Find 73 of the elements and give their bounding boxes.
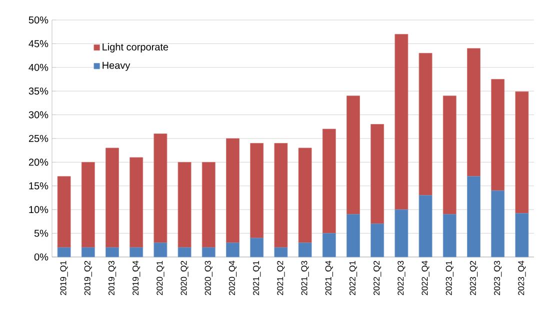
bar [394,209,408,258]
x-tick-label: 2022_Q1 [349,260,358,296]
bar [274,247,288,258]
x-tick-label: 2022_Q3 [398,260,406,296]
y-tick-label: 40% [28,64,48,71]
bar [130,157,144,248]
bar [154,134,168,243]
bar [202,162,216,248]
bar [515,213,529,258]
bar [370,124,384,224]
y-tick-label: 0% [34,253,48,261]
bar [298,242,312,258]
x-tick-label: 2020_Q2 [180,260,188,296]
y-tick-label: 20% [28,158,48,166]
bar [515,91,529,214]
x-tick-label: 2022_Q2 [374,260,382,296]
bar [346,96,360,215]
x-tick-label: 2021_Q3 [301,260,309,296]
x-tick-label: 2020_Q3 [204,260,212,296]
bar [250,238,264,258]
bar [202,247,216,258]
bar [442,96,456,215]
bar [491,79,505,191]
y-tick-label: 25% [28,134,48,142]
x-tick-label: 2023_Q1 [446,260,454,296]
bar [178,162,192,248]
bar [491,190,505,258]
bar [418,195,432,258]
bar [322,128,336,234]
bar [106,148,119,248]
y-tick-label: 45% [28,40,48,48]
x-tick-label: 2023_Q2 [470,260,478,296]
x-tick-label: 2021_Q4 [325,260,333,296]
x-tick-label: 2023_Q3 [494,260,502,296]
x-tick-label: 2023_Q4 [518,260,526,296]
x-tick-label: 2019_Q1 [60,260,68,296]
x-tick-label: 2021_Q1 [253,260,261,296]
x-tick-label: 2020_Q1 [156,260,164,296]
bar [322,233,336,258]
x-tick-label: 2022_Q4 [422,260,430,296]
legend-label: Heavy [102,62,130,71]
bar [394,34,408,210]
bar [298,148,312,243]
bar [250,143,264,238]
bar [57,247,71,258]
x-tick-label: 2019_Q2 [84,260,92,296]
bar [467,176,480,258]
bar [467,48,480,177]
bar [130,247,144,258]
bar [57,176,71,248]
bar [106,247,119,258]
x-tick-label: 2020_Q4 [228,260,237,296]
bar [81,247,95,258]
x-tick-label: 2019_Q4 [132,260,140,296]
bar [442,214,456,258]
x-tick-label: 2019_Q3 [108,260,116,296]
bar [346,214,360,258]
bar [226,138,240,243]
y-tick-label: 15% [29,182,48,190]
y-tick-label: 35% [28,88,48,95]
bar [274,143,288,248]
legend-label: Light corporate [102,43,168,52]
bar [418,52,432,196]
bar [226,242,240,258]
x-tick-label: 2021_Q2 [277,260,285,296]
y-tick-label: 50% [28,16,48,24]
y-tick-label: 5% [34,230,48,237]
y-tick-label: 10% [29,206,48,214]
bar [370,224,384,258]
y-tick-label: 30% [28,111,48,118]
bar [81,162,95,248]
bar [178,247,192,258]
bar [154,242,168,258]
